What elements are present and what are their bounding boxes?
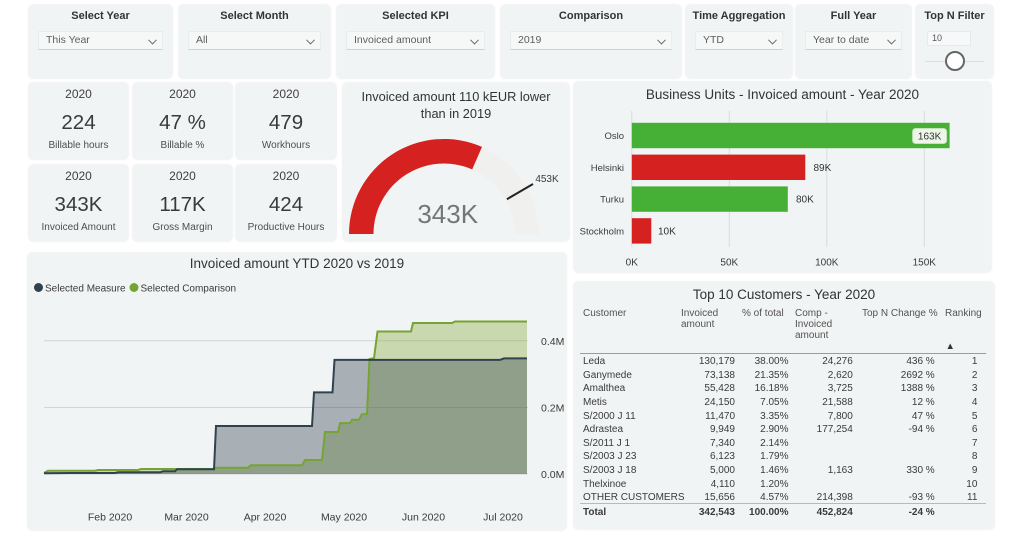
svg-text:0.0M: 0.0M <box>541 469 564 481</box>
svg-text:163K: 163K <box>918 131 942 142</box>
svg-text:0K: 0K <box>626 257 639 268</box>
svg-text:80K: 80K <box>796 195 814 206</box>
svg-text:150K: 150K <box>913 257 937 268</box>
svg-text:89K: 89K <box>814 163 832 174</box>
svg-text:Mar 2020: Mar 2020 <box>164 512 209 524</box>
svg-text:Feb 2020: Feb 2020 <box>88 512 133 524</box>
svg-text:Apr 2020: Apr 2020 <box>244 512 287 524</box>
svg-text:Stockholm: Stockholm <box>580 226 624 237</box>
svg-text:Turku: Turku <box>600 195 624 206</box>
svg-text:0.4M: 0.4M <box>541 336 564 348</box>
svg-text:0.2M: 0.2M <box>541 403 564 415</box>
svg-text:343K: 343K <box>417 199 478 229</box>
svg-text:May 2020: May 2020 <box>321 512 367 524</box>
svg-text:Selected Measure: Selected Measure <box>45 284 126 295</box>
svg-text:10K: 10K <box>658 227 676 238</box>
svg-text:100K: 100K <box>815 257 839 268</box>
svg-text:453K: 453K <box>535 174 559 185</box>
svg-text:Jun 2020: Jun 2020 <box>402 512 445 524</box>
svg-text:Helsinki: Helsinki <box>591 163 624 174</box>
svg-text:Selected Comparison: Selected Comparison <box>141 284 237 295</box>
svg-text:50K: 50K <box>720 257 738 268</box>
svg-text:Oslo: Oslo <box>604 131 624 142</box>
svg-text:Jul 2020: Jul 2020 <box>483 512 523 524</box>
